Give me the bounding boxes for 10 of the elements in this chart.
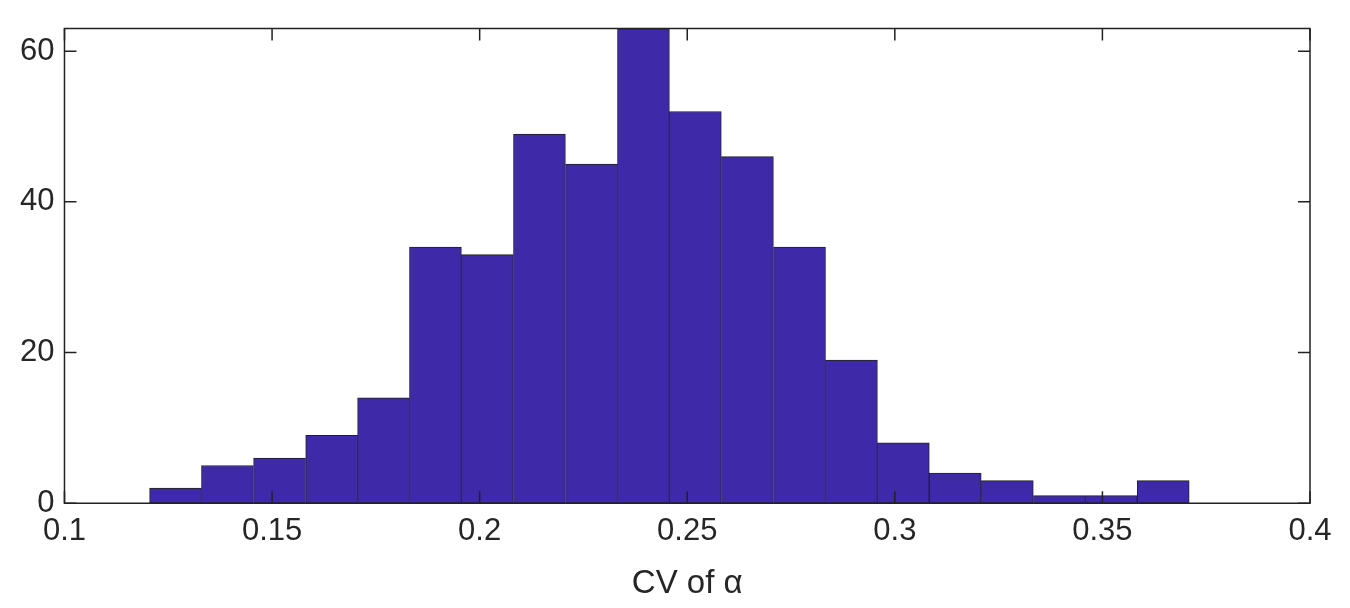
x-tick-label: 0.25 <box>657 512 718 548</box>
x-tick-label: 0.15 <box>241 512 303 548</box>
x-tick-label: 0.4 <box>1288 512 1332 548</box>
x-tick-label: 0.35 <box>1072 512 1133 548</box>
y-tick-label: 60 <box>20 31 55 67</box>
x-tick-label: 0.2 <box>458 512 502 548</box>
x-axis-title: CV of α <box>631 563 743 601</box>
x-tick-label: 0.3 <box>873 512 917 548</box>
y-tick-label: 20 <box>20 333 55 369</box>
y-tick-label: 40 <box>20 182 55 218</box>
